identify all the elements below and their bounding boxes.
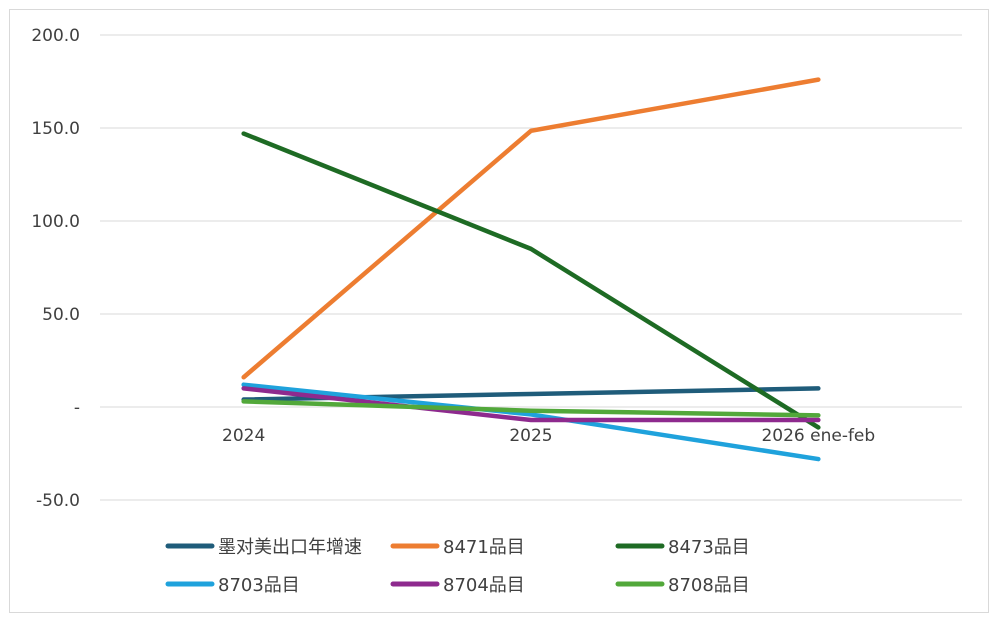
legend-label: 墨对美出口年增速: [218, 537, 362, 558]
y-tick-label: -50.0: [36, 491, 80, 511]
legend-label: 8703品目: [218, 575, 300, 596]
legend-label: 8473品目: [668, 537, 750, 558]
series-line: [241, 131, 821, 430]
series-line: [241, 386, 821, 423]
legend-label: 8708品目: [668, 575, 750, 596]
gridlines: [100, 34, 962, 501]
x-tick-label: 2024: [222, 426, 265, 446]
y-tick-label: 200.0: [31, 26, 80, 46]
series-line: [241, 399, 821, 418]
y-tick-label: -: [74, 398, 80, 418]
series-line: [241, 77, 821, 380]
legend-label: 8704品目: [443, 575, 525, 596]
series-line: [241, 382, 821, 462]
y-tick-label: 100.0: [31, 212, 80, 232]
legend-label: 8471品目: [443, 537, 525, 558]
y-axis-ticks: 200.0 150.0 100.0 50.0 - -50.0: [31, 26, 80, 511]
x-tick-label: 2026 ene-feb: [761, 426, 875, 446]
x-tick-label: 2025: [509, 426, 552, 446]
y-tick-label: 50.0: [42, 305, 80, 325]
legend: 墨对美出口年增速 8471品目 8473品目 8703品目 8704品目 8708品目: [165, 537, 750, 596]
x-axis-ticks: 2024 2025 2026 ene-feb: [222, 426, 875, 446]
y-tick-label: 150.0: [31, 119, 80, 139]
chart-frame: [9, 9, 989, 613]
series-lines: [241, 77, 821, 462]
